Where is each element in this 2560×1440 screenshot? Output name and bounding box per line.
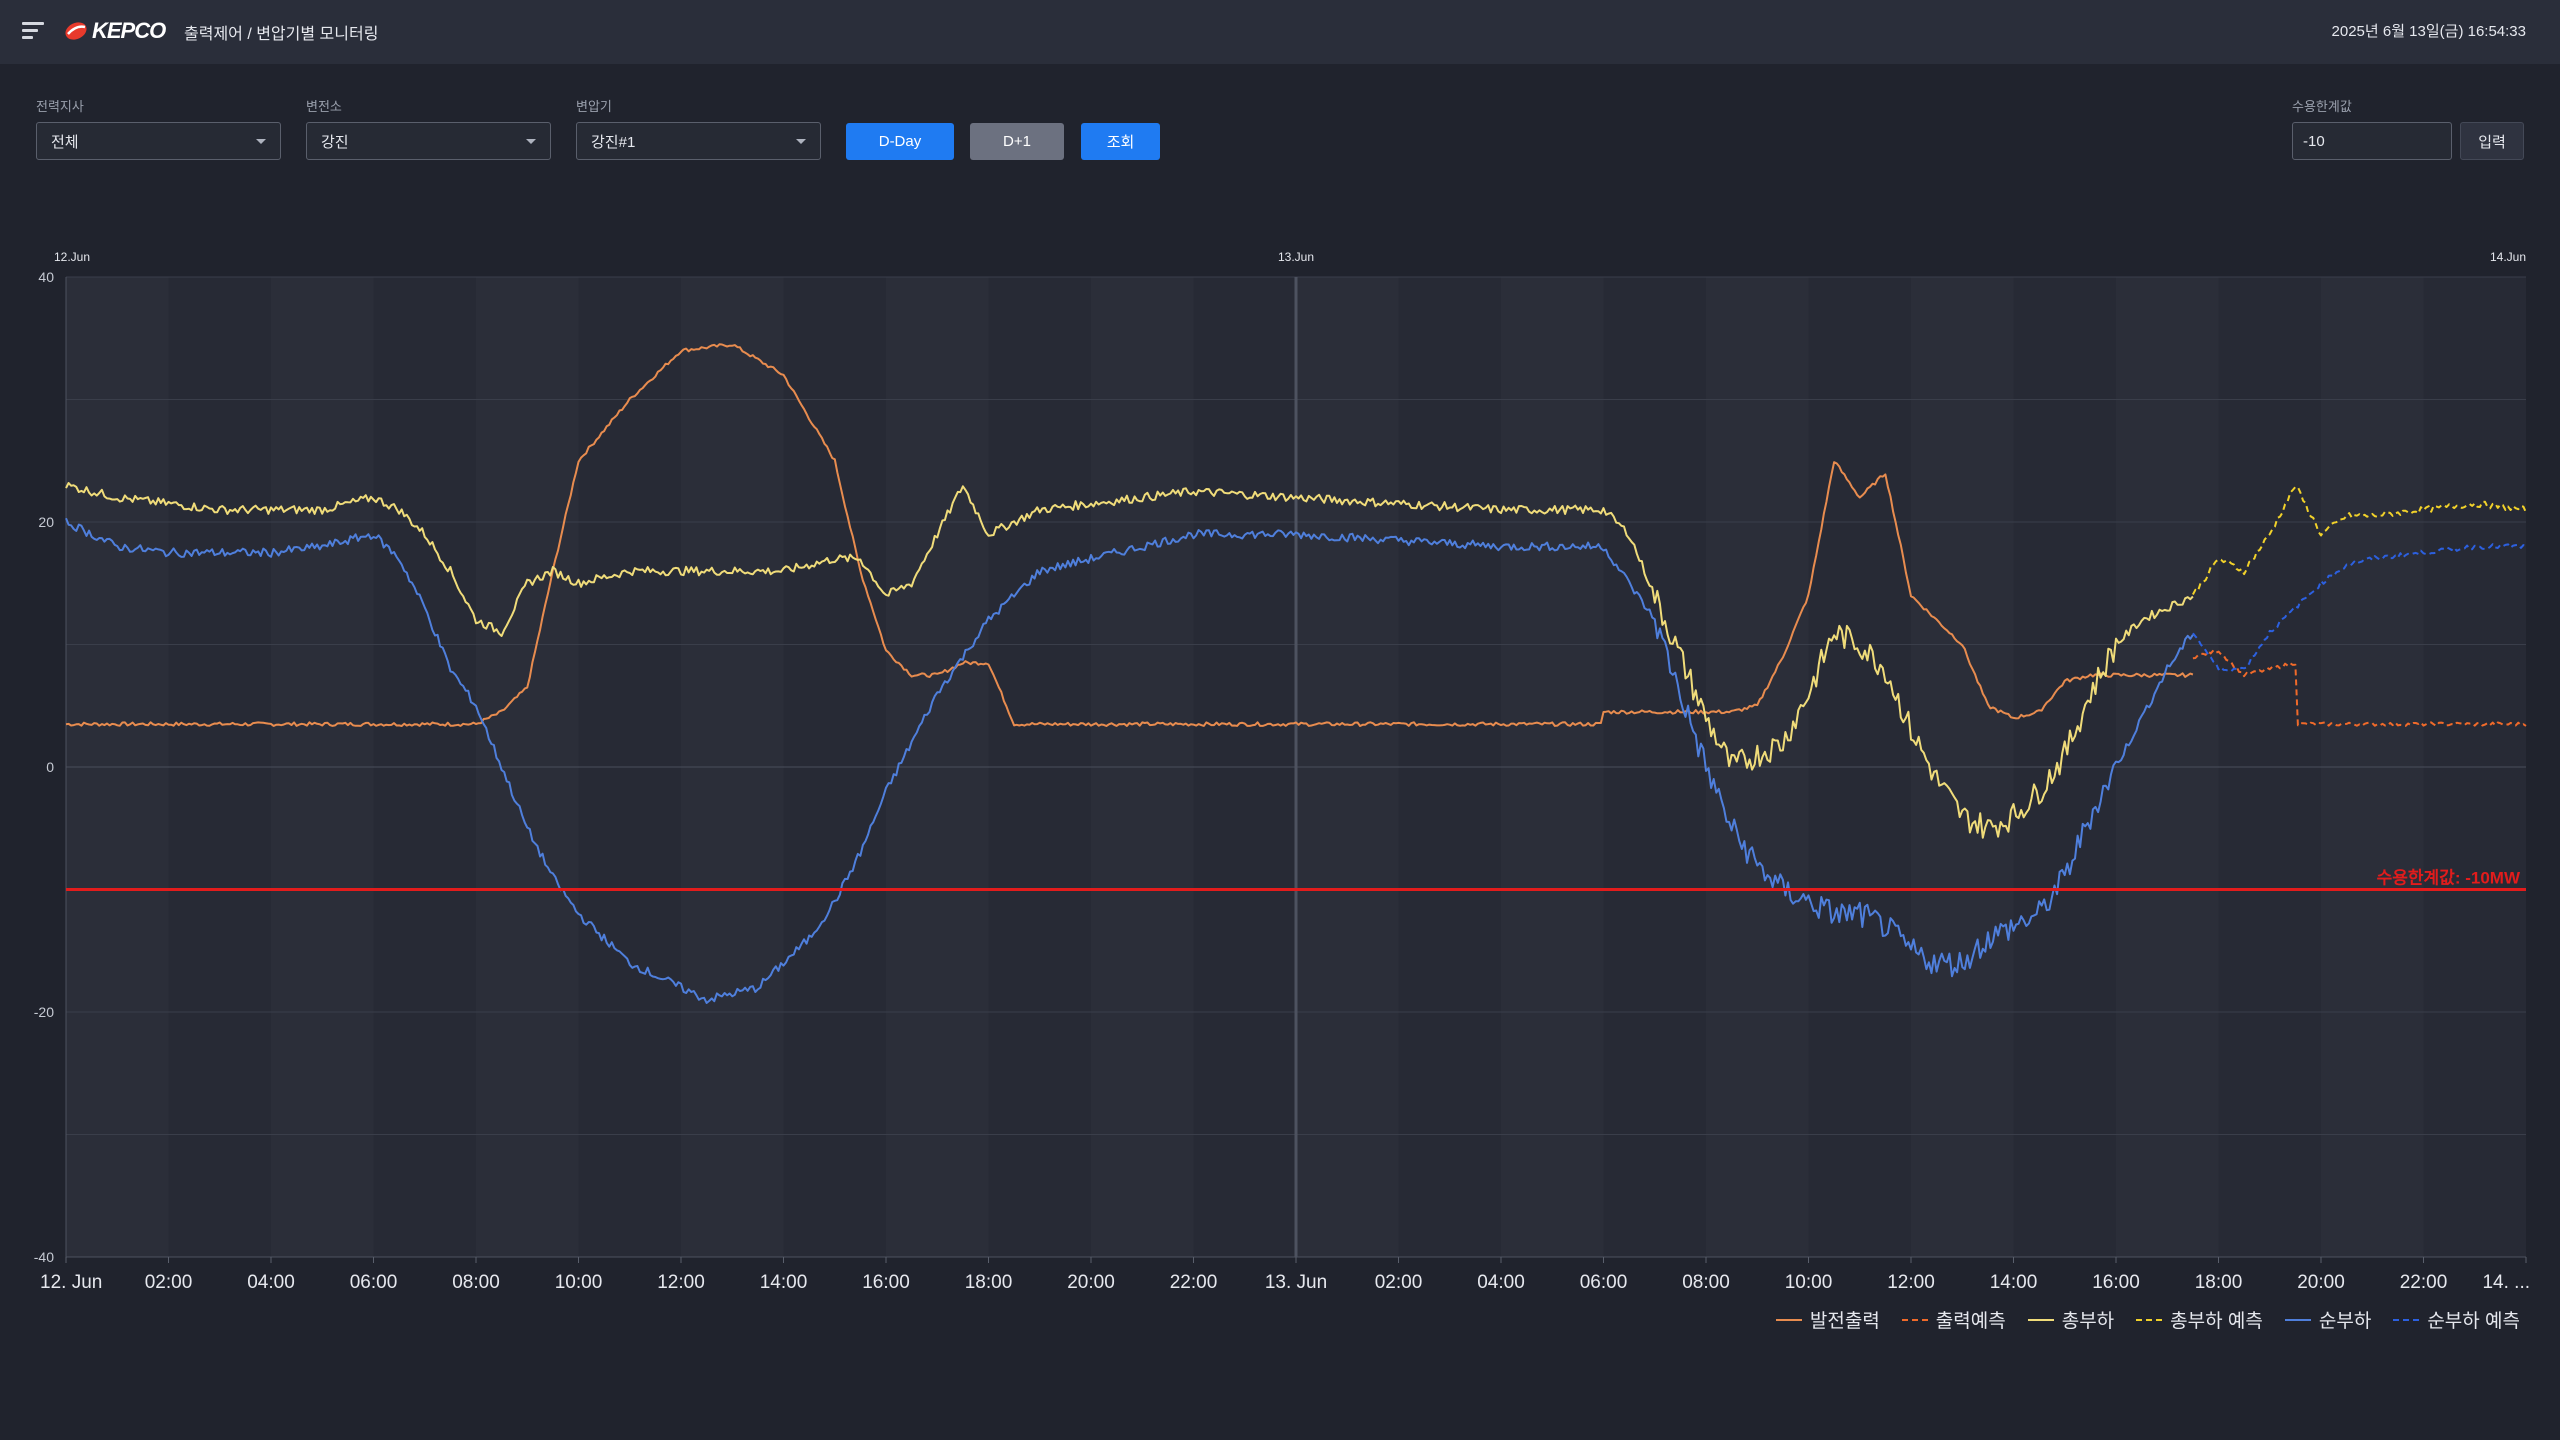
legend-label: 발전출력 bbox=[1809, 1311, 1880, 1332]
series-line-gen_forecast bbox=[2192, 649, 2527, 727]
page-title: 출력제어 / 변압기별 모니터링 bbox=[184, 26, 379, 43]
series-line-total_forecast bbox=[2192, 486, 2527, 595]
branch-value: 전체 bbox=[51, 133, 79, 151]
legend-item-total[interactable]: 총부하 bbox=[2027, 1306, 2115, 1333]
legend-item-total_forecast[interactable]: 총부하 예측 bbox=[2136, 1306, 2263, 1333]
top-date-label: 13.Jun bbox=[1278, 250, 1314, 264]
x-tick-label: 06:00 bbox=[350, 1272, 398, 1293]
top-date-label: 12.Jun bbox=[54, 250, 90, 264]
kepco-logo-mark-icon bbox=[65, 22, 87, 40]
x-tick-label: 18:00 bbox=[2195, 1272, 2243, 1293]
legend-label: 순부하 예측 bbox=[2427, 1311, 2520, 1332]
x-tick-label: 08:00 bbox=[452, 1272, 500, 1293]
y-tick-label: 20 bbox=[38, 514, 54, 530]
legend-label: 순부하 bbox=[2318, 1311, 2372, 1332]
x-tick-label: 04:00 bbox=[247, 1272, 295, 1293]
legend-item-net[interactable]: 순부하 bbox=[2284, 1306, 2372, 1333]
legend-item-gen_forecast[interactable]: 출력예측 bbox=[1901, 1306, 2006, 1333]
top-bar: KEPCO 출력제어 / 변압기별 모니터링 2025년 6월 13일(금) 1… bbox=[0, 0, 2560, 64]
top-date-labels: 12.Jun 13.Jun 14.Jun bbox=[54, 250, 2526, 264]
x-tick-label: 22:00 bbox=[2400, 1272, 2448, 1293]
current-datetime: 2025년 6월 13일(금) 16:54:33 bbox=[2331, 23, 2526, 40]
x-tick-label: 14:00 bbox=[760, 1272, 808, 1293]
x-tick-label: 10:00 bbox=[555, 1272, 603, 1293]
series-line-total bbox=[65, 482, 2194, 839]
legend-label: 총부하 예측 bbox=[2170, 1311, 2263, 1332]
legend-swatch bbox=[2284, 1318, 2311, 1321]
legend-label: 출력예측 bbox=[1935, 1311, 2006, 1332]
series-lines bbox=[65, 343, 2527, 1004]
x-tick-label: 16:00 bbox=[2092, 1272, 2140, 1293]
x-tick-label: 22:00 bbox=[1170, 1272, 1218, 1293]
x-tick-label: 04:00 bbox=[1477, 1272, 1525, 1293]
x-tick-label: 06:00 bbox=[1580, 1272, 1628, 1293]
x-tick-label: 12:00 bbox=[657, 1272, 705, 1293]
branch-select[interactable]: 전체 bbox=[36, 122, 281, 160]
legend-item-gen[interactable]: 발전출력 bbox=[1775, 1306, 1880, 1333]
x-tick-label: 02:00 bbox=[1375, 1272, 1423, 1293]
y-tick-label: 0 bbox=[46, 759, 54, 775]
limit-line-group: 수용한계값: -10MW bbox=[66, 869, 2526, 891]
x-tick-label: 13. Jun bbox=[1265, 1272, 1327, 1293]
transformer-value: 강진#1 bbox=[591, 133, 636, 151]
transformer-label: 변압기 bbox=[576, 99, 612, 114]
limit-input[interactable] bbox=[2292, 122, 2452, 160]
limit-label: 수용한계값 bbox=[2292, 99, 2352, 114]
x-tick-label: 20:00 bbox=[2297, 1272, 2345, 1293]
x-tick-label: 02:00 bbox=[145, 1272, 193, 1293]
chevron-down-icon bbox=[256, 139, 266, 144]
limit-line-label: 수용한계값: -10MW bbox=[2377, 869, 2521, 888]
legend-label: 총부하 bbox=[2061, 1311, 2115, 1332]
substation-value: 강진 bbox=[321, 133, 349, 151]
y-tick-label: -40 bbox=[34, 1249, 54, 1265]
brand-text: KEPCO bbox=[92, 18, 166, 43]
substation-select[interactable]: 강진 bbox=[306, 122, 551, 160]
x-tick-label: 12:00 bbox=[1887, 1272, 1935, 1293]
chevron-down-icon bbox=[526, 139, 536, 144]
x-tick-label: 18:00 bbox=[965, 1272, 1013, 1293]
branch-label: 전력지사 bbox=[36, 99, 84, 114]
legend-swatch bbox=[2136, 1318, 2163, 1321]
top-date-label: 14.Jun bbox=[2490, 250, 2526, 264]
series-line-net bbox=[65, 517, 2194, 1004]
y-tick-label: -20 bbox=[34, 1004, 54, 1020]
transformer-select[interactable]: 강진#1 bbox=[576, 122, 821, 160]
series-line-net_forecast bbox=[2192, 543, 2527, 673]
dday-button[interactable]: D-Day bbox=[846, 123, 954, 160]
search-button[interactable]: 조회 bbox=[1081, 123, 1160, 160]
x-tick-label: 20:00 bbox=[1067, 1272, 1115, 1293]
y-tick-label: 40 bbox=[38, 269, 54, 285]
x-axis-ticks: 12. Jun 02:00 04:00 06:00 08:00 10:00 12:00 14:… bbox=[40, 1257, 2530, 1293]
x-tick-label: 16:00 bbox=[862, 1272, 910, 1293]
substation-label: 변전소 bbox=[306, 99, 342, 114]
x-tick-label: 08:00 bbox=[1682, 1272, 1730, 1293]
legend-swatch bbox=[2027, 1318, 2054, 1321]
legend-swatch bbox=[1901, 1318, 1928, 1321]
x-tick-label: 14:00 bbox=[1990, 1272, 2038, 1293]
legend-swatch bbox=[1775, 1318, 1802, 1321]
x-tick-label: 14. ... bbox=[2482, 1272, 2530, 1293]
x-tick-label: 12. Jun bbox=[40, 1272, 102, 1293]
limit-submit-button[interactable]: 입력 bbox=[2460, 122, 2524, 160]
series-line-gen bbox=[65, 343, 2194, 727]
legend-item-net_forecast[interactable]: 순부하 예측 bbox=[2393, 1306, 2520, 1333]
dplus1-button[interactable]: D+1 bbox=[970, 123, 1064, 160]
y-axis-ticks: 40 20 0 -20 -40 bbox=[34, 269, 54, 1265]
chevron-down-icon bbox=[796, 139, 806, 144]
kepco-logo[interactable]: KEPCO bbox=[64, 18, 166, 44]
x-tick-label: 10:00 bbox=[1785, 1272, 1833, 1293]
chart-legend: 발전출력 출력예측 총부하 총부하 예측 순부하 순부하 예측 bbox=[1775, 1306, 2520, 1333]
legend-swatch bbox=[2393, 1318, 2420, 1321]
menu-icon[interactable] bbox=[22, 22, 44, 40]
